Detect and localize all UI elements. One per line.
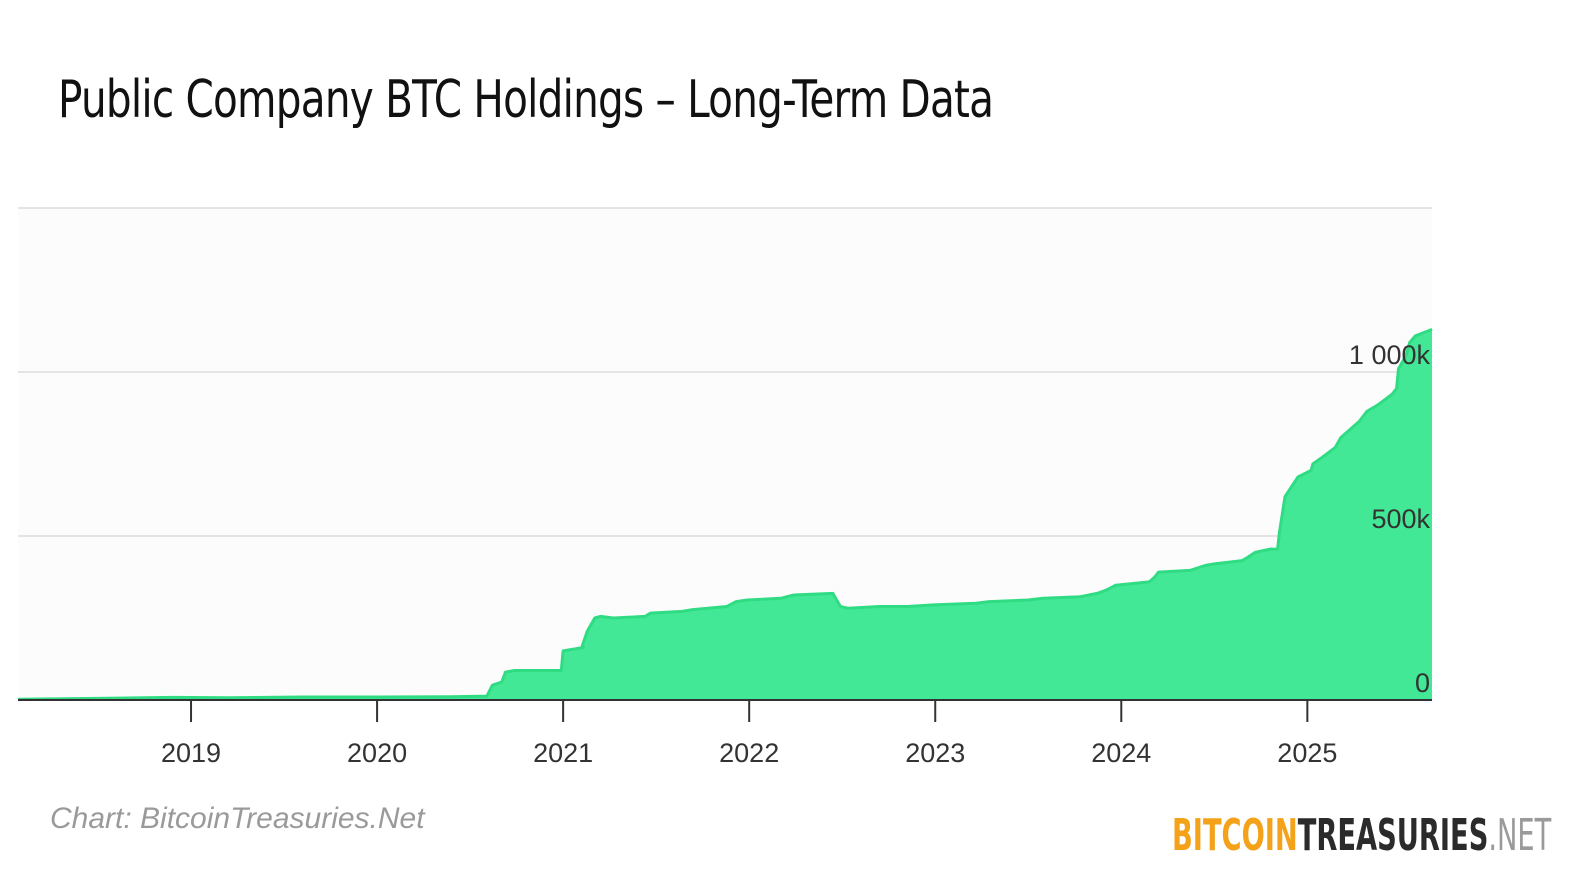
holdings-line	[17, 328, 1433, 701]
logo-part-net: .NET	[1488, 810, 1552, 861]
y-tick-label: 0	[1415, 668, 1430, 698]
y-tick-label: 500k	[1371, 504, 1430, 534]
holdings-area	[18, 329, 1432, 700]
gridlines	[18, 207, 1432, 537]
y-axis-labels: 0 500k 1 000k	[1349, 340, 1431, 698]
x-tick-label: 2019	[161, 738, 221, 768]
x-tick-label: 2023	[905, 738, 965, 768]
x-tick-label: 2021	[533, 738, 593, 768]
bitcointreasuries-logo: BITCOINTREASURIES.NET	[1172, 814, 1551, 858]
chart-title: Public Company BTC Holdings – Long-Term …	[58, 70, 994, 130]
x-tick-label: 2024	[1091, 738, 1151, 768]
y-tick-label: 1 000k	[1349, 340, 1431, 370]
x-tick-label: 2022	[719, 738, 779, 768]
logo-part-bitcoin: BITCOIN	[1172, 810, 1298, 861]
x-axis-ticks: 2019 2020 2021 2022 2023 2024 2025	[161, 700, 1337, 768]
chart-credit: Chart: BitcoinTreasuries.Net	[50, 802, 425, 835]
logo-part-treasuries: TREASURIES	[1297, 810, 1489, 861]
x-tick-label: 2020	[347, 738, 407, 768]
x-tick-label: 2025	[1277, 738, 1337, 768]
